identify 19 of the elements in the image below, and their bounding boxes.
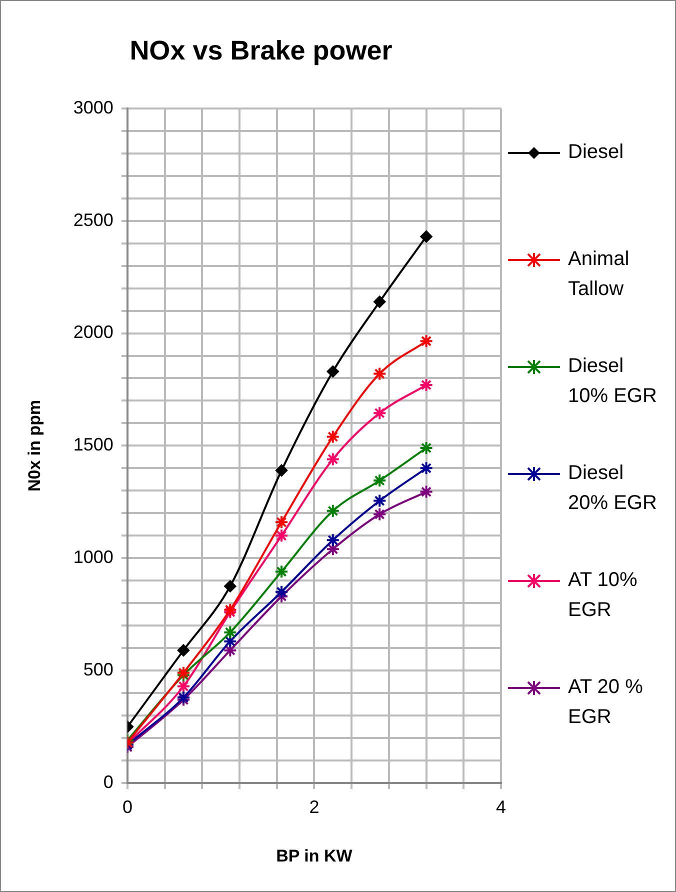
y-tick-label: 1000 [73, 547, 114, 568]
y-tick-label: 0 [103, 772, 114, 792]
y-tick-label: 1500 [73, 434, 114, 455]
legend-label: Diesel [568, 140, 625, 165]
legend-label: AT 10% EGR [568, 568, 638, 623]
x-axis-title: BP in KW [276, 846, 354, 866]
legend-label: Animal Tallow [568, 247, 630, 302]
y-axis-title: N0x in ppm [24, 400, 44, 492]
legend-label: AT 20 % EGR [568, 675, 644, 730]
x-tick-label: 2 [309, 796, 320, 817]
legend-label: Diesel 20% EGR [568, 461, 658, 516]
legend-label: Diesel 10% EGR [568, 354, 658, 409]
x-tick-label: 0 [122, 796, 132, 817]
chart-title: NOx vs Brake power [130, 36, 393, 66]
y-tick-label: 3000 [73, 97, 114, 118]
y-tick-label: 2000 [73, 322, 114, 342]
x-tick-label: 4 [496, 796, 506, 817]
y-tick-label: 2500 [73, 210, 114, 230]
y-tick-label: 500 [83, 660, 114, 680]
